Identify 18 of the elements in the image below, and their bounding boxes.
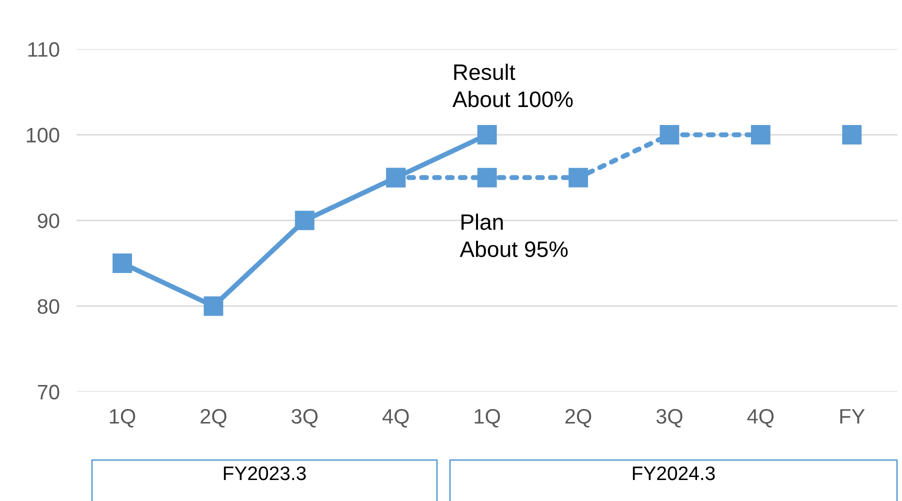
x-tick-label: 2Q <box>200 409 226 428</box>
y-tick-label: 110 <box>28 42 60 57</box>
annotation: Result About 100% <box>452 64 573 108</box>
y-tick-label: 70 <box>38 384 60 400</box>
x-tick-label: 3Q <box>292 409 318 428</box>
x-tick-label: FY <box>840 409 865 424</box>
x-tick-label: 4Q <box>382 409 409 428</box>
x-tick-label: 4Q <box>747 409 774 428</box>
x-tick-label: 1Q <box>474 409 500 428</box>
y-tick-label: 100 <box>26 128 60 143</box>
annotation: Plan About 95% <box>460 214 568 258</box>
x-tick-label: 1Q <box>110 409 136 428</box>
y-tick-label: 90 <box>38 213 60 228</box>
x-tick-label: 3Q <box>656 409 682 428</box>
x-tick-label: 2Q <box>565 409 592 428</box>
text: FY2024.3 <box>632 466 715 480</box>
y-tick-label: 80 <box>38 299 60 314</box>
text: FY2023.3 <box>224 466 306 480</box>
